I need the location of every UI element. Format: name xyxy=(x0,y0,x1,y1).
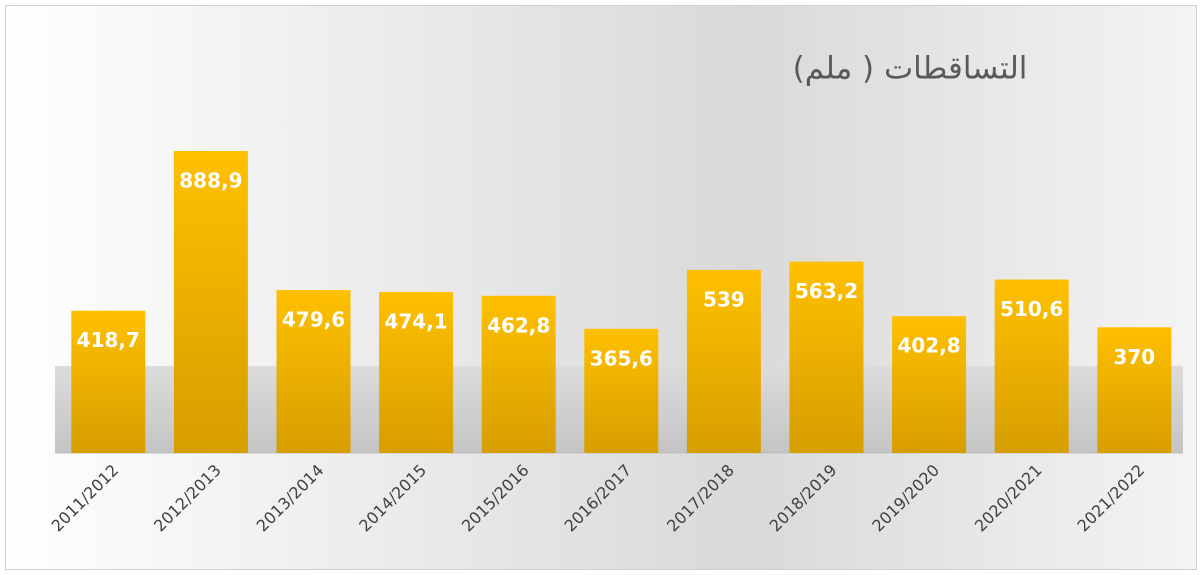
bar xyxy=(71,310,146,453)
bar xyxy=(173,151,248,453)
value-label: 365,6 xyxy=(590,346,653,370)
bar xyxy=(892,316,967,453)
bar xyxy=(481,295,556,453)
value-label: 563,2 xyxy=(795,279,858,303)
value-label: 479,6 xyxy=(282,308,345,332)
chart-title: التساقطات ( ملم) xyxy=(793,51,1028,87)
value-label: 370 xyxy=(1113,345,1155,369)
bar xyxy=(994,279,1069,453)
bar xyxy=(379,291,454,453)
value-label: 418,7 xyxy=(77,328,140,352)
value-label: 888,9 xyxy=(179,169,242,193)
bar xyxy=(686,269,761,453)
value-label: 474,1 xyxy=(384,309,447,333)
value-label: 539 xyxy=(703,287,745,311)
value-label: 402,8 xyxy=(897,334,960,358)
bar xyxy=(789,261,864,453)
bar xyxy=(1097,327,1172,453)
value-label: 510,6 xyxy=(1000,297,1063,321)
value-label: 462,8 xyxy=(487,313,550,337)
bar xyxy=(584,328,659,453)
bar xyxy=(276,290,351,453)
